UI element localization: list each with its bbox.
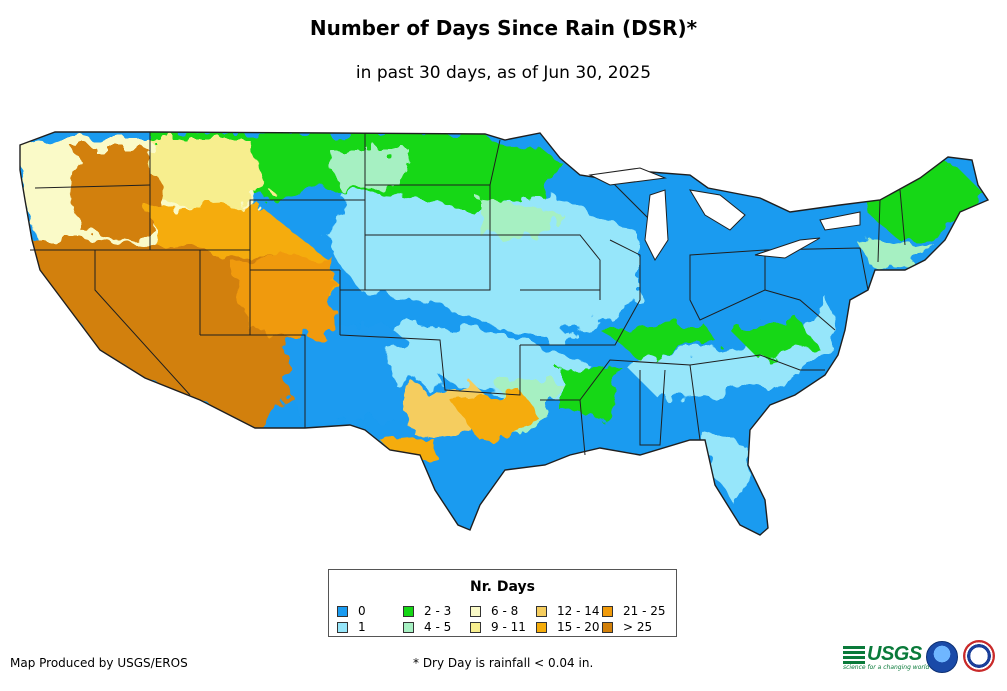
footnote: * Dry Day is rainfall < 0.04 in. [413,656,594,670]
legend-item-2: 2 - 3 [403,604,451,618]
legend-swatch [536,605,547,617]
noaa-logo-icon [926,641,958,673]
legend: Nr. Days 0 1 2 - 3 4 - 5 6 - 8 9 - 11 12… [328,569,677,637]
legend-item-7: 15 - 20 [536,620,600,634]
legend-label: 9 - 11 [491,620,526,634]
legend-label: 1 [358,620,366,634]
legend-label: 6 - 8 [491,604,519,618]
legend-swatch [536,621,547,633]
legend-label: 21 - 25 [623,604,666,618]
legend-label: 12 - 14 [557,604,600,618]
legend-label: 2 - 3 [424,604,452,618]
legend-item-9: > 25 [602,620,652,634]
usgs-logo: USGS science for a changing world [843,643,929,671]
legend-swatch [470,605,481,617]
legend-item-0: 0 [337,604,366,618]
legend-label: 0 [358,604,366,618]
credit-text: Map Produced by USGS/EROS [10,656,188,670]
legend-item-6: 12 - 14 [536,604,600,618]
legend-swatch [337,605,348,617]
great-lakes [588,167,861,262]
legend-item-1: 1 [337,620,366,634]
legend-label: > 25 [623,620,653,634]
legend-label: 4 - 5 [424,620,452,634]
state-borders [19,131,990,536]
legend-item-3: 4 - 5 [403,620,451,634]
legend-item-4: 6 - 8 [470,604,518,618]
map-fill [20,132,988,535]
legend-swatch [403,621,414,633]
legend-title: Nr. Days [470,579,535,595]
legend-label: 15 - 20 [557,620,600,634]
usgs-wave-icon [843,645,865,664]
legend-swatch [602,621,613,633]
map-title: Number of Days Since Rain (DSR)* [309,16,698,40]
legend-item-8: 21 - 25 [602,604,666,618]
map-subtitle: in past 30 days, as of Jun 30, 2025 [355,63,652,83]
nws-logo-icon [963,640,995,672]
legend-swatch [470,621,481,633]
legend-swatch [602,605,613,617]
legend-item-5: 9 - 11 [470,620,526,634]
usgs-tagline: science for a changing world [843,664,930,671]
usgs-logo-text: USGS [867,643,922,665]
legend-swatch [403,605,414,617]
legend-swatch [337,621,348,633]
